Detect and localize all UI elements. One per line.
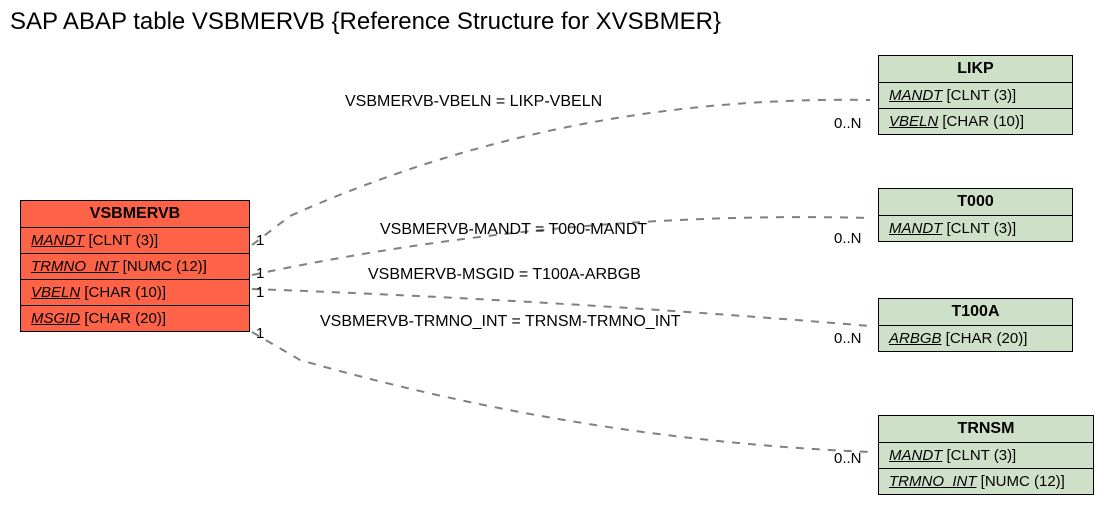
cardinality-left: 1 <box>256 232 264 249</box>
relation-label: VSBMERVB-MSGID = T100A-ARBGB <box>368 266 641 284</box>
field-type: [CLNT (3)] <box>84 232 158 249</box>
entity-header: LIKP <box>879 56 1072 83</box>
field-name: MANDT <box>889 220 942 237</box>
relation-label: VSBMERVB-MANDT = T000-MANDT <box>380 221 647 239</box>
entity-header: T000 <box>879 189 1072 216</box>
field-type: [CHAR (10)] <box>80 284 166 301</box>
entity-header: T100A <box>879 299 1072 326</box>
entity-field: TRMNO_INT [NUMC (12)] <box>21 254 249 280</box>
entity-header: TRNSM <box>879 416 1093 443</box>
cardinality-left: 1 <box>256 284 264 301</box>
ref-entity-t100a: T100AARBGB [CHAR (20)] <box>878 298 1073 352</box>
entity-field: TRMNO_INT [NUMC (12)] <box>879 469 1093 494</box>
main-entity-vsbmervb: VSBMERVBMANDT [CLNT (3)]TRMNO_INT [NUMC … <box>20 200 250 332</box>
cardinality-right: 0..N <box>834 230 862 247</box>
entity-field: MANDT [CLNT (3)] <box>21 228 249 254</box>
field-name: MANDT <box>889 87 942 104</box>
field-type: [CHAR (10)] <box>938 113 1024 130</box>
field-name: TRMNO_INT <box>31 258 119 275</box>
cardinality-right: 0..N <box>834 115 862 132</box>
cardinality-right: 0..N <box>834 330 862 347</box>
field-type: [NUMC (12)] <box>977 473 1065 490</box>
cardinality-left: 1 <box>256 265 264 282</box>
entity-field: VBELN [CHAR (10)] <box>879 109 1072 134</box>
entity-field: ARBGB [CHAR (20)] <box>879 326 1072 351</box>
field-name: MSGID <box>31 310 80 327</box>
ref-entity-t000: T000MANDT [CLNT (3)] <box>878 188 1073 242</box>
entity-header: VSBMERVB <box>21 201 249 228</box>
field-type: [CLNT (3)] <box>942 447 1016 464</box>
field-name: MANDT <box>31 232 84 249</box>
entity-field: VBELN [CHAR (10)] <box>21 280 249 306</box>
field-type: [CHAR (20)] <box>942 330 1028 347</box>
field-type: [CLNT (3)] <box>942 87 1016 104</box>
field-name: VBELN <box>31 284 80 301</box>
field-name: VBELN <box>889 113 938 130</box>
entity-field: MANDT [CLNT (3)] <box>879 443 1093 469</box>
entity-field: MANDT [CLNT (3)] <box>879 83 1072 109</box>
entity-field: MANDT [CLNT (3)] <box>879 216 1072 241</box>
relation-label: VSBMERVB-TRMNO_INT = TRNSM-TRMNO_INT <box>320 313 680 331</box>
ref-entity-trnsm: TRNSMMANDT [CLNT (3)]TRMNO_INT [NUMC (12… <box>878 415 1094 495</box>
relation-label: VSBMERVB-VBELN = LIKP-VBELN <box>345 93 602 111</box>
cardinality-right: 0..N <box>834 450 862 467</box>
relation-line <box>252 332 870 452</box>
field-name: MANDT <box>889 447 942 464</box>
cardinality-left: 1 <box>256 325 264 342</box>
field-type: [CLNT (3)] <box>942 220 1016 237</box>
field-type: [CHAR (20)] <box>80 310 166 327</box>
field-name: ARBGB <box>889 330 942 347</box>
field-name: TRMNO_INT <box>889 473 977 490</box>
ref-entity-likp: LIKPMANDT [CLNT (3)]VBELN [CHAR (10)] <box>878 55 1073 135</box>
diagram-title: SAP ABAP table VSBMERVB {Reference Struc… <box>10 8 721 36</box>
field-type: [NUMC (12)] <box>119 258 207 275</box>
entity-field: MSGID [CHAR (20)] <box>21 306 249 331</box>
